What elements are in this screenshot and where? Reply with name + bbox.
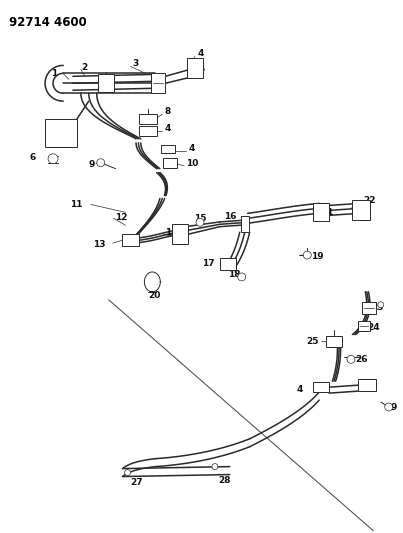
- Bar: [241, 216, 249, 232]
- Bar: [326, 335, 342, 348]
- Text: 27: 27: [131, 478, 143, 487]
- Bar: [187, 59, 203, 78]
- Text: 9: 9: [89, 160, 95, 169]
- Bar: [161, 145, 175, 153]
- Text: 92714 4600: 92714 4600: [9, 16, 87, 29]
- Text: 23: 23: [371, 303, 383, 312]
- Text: 19: 19: [311, 252, 324, 261]
- Circle shape: [125, 470, 131, 475]
- Text: 12: 12: [114, 213, 127, 222]
- Text: 4: 4: [164, 124, 170, 133]
- Text: 1: 1: [51, 69, 57, 78]
- Bar: [98, 74, 114, 92]
- Bar: [172, 224, 188, 244]
- Text: 8: 8: [164, 107, 170, 116]
- Circle shape: [48, 154, 58, 164]
- Text: 14: 14: [165, 228, 178, 237]
- Text: 8: 8: [371, 381, 377, 390]
- Bar: [163, 158, 177, 168]
- Circle shape: [378, 302, 384, 308]
- Text: 5: 5: [198, 65, 204, 74]
- Circle shape: [196, 219, 204, 227]
- Bar: [358, 379, 376, 391]
- Text: 3: 3: [133, 59, 139, 68]
- Circle shape: [212, 464, 218, 470]
- Circle shape: [347, 356, 355, 364]
- Text: 10: 10: [186, 159, 199, 168]
- Circle shape: [97, 159, 105, 167]
- Text: 16: 16: [224, 212, 236, 221]
- Text: 15: 15: [194, 214, 207, 223]
- Text: 9: 9: [391, 402, 397, 411]
- Text: 13: 13: [93, 240, 106, 249]
- Text: 6: 6: [30, 154, 36, 162]
- Text: 22: 22: [363, 196, 375, 205]
- Text: 4: 4: [188, 144, 195, 154]
- Bar: [362, 302, 376, 314]
- Text: 7: 7: [45, 130, 51, 139]
- Text: 17: 17: [202, 259, 215, 268]
- Bar: [152, 74, 165, 93]
- Bar: [139, 114, 157, 124]
- Circle shape: [238, 273, 246, 281]
- Bar: [313, 382, 329, 392]
- Text: 21: 21: [321, 208, 334, 217]
- Bar: [313, 204, 329, 221]
- Text: 4: 4: [198, 49, 204, 58]
- Bar: [220, 258, 236, 270]
- Bar: [122, 234, 139, 246]
- Circle shape: [385, 403, 393, 411]
- Bar: [139, 126, 157, 136]
- Text: 20: 20: [148, 292, 161, 300]
- Text: 25: 25: [307, 337, 319, 346]
- Text: 26: 26: [355, 355, 368, 364]
- Text: 28: 28: [218, 476, 231, 485]
- Text: 4: 4: [297, 385, 303, 394]
- Bar: [45, 119, 77, 147]
- Text: 24: 24: [367, 323, 380, 332]
- Text: 18: 18: [228, 270, 240, 279]
- Circle shape: [303, 251, 311, 259]
- Text: 2: 2: [81, 63, 87, 72]
- Bar: [358, 321, 370, 330]
- Bar: [352, 200, 370, 220]
- Text: 11: 11: [71, 200, 83, 209]
